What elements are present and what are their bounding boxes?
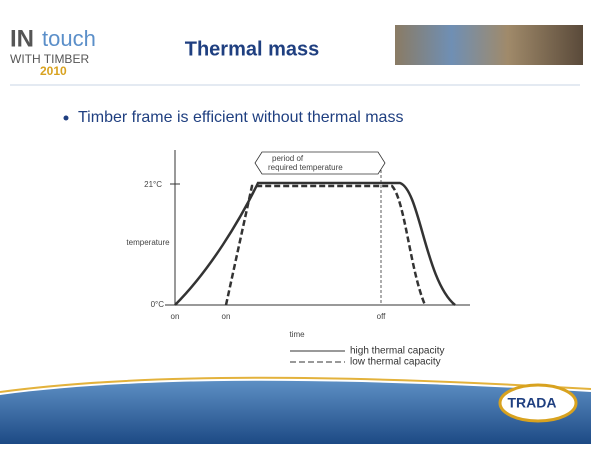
footer-wave — [0, 380, 591, 444]
logo-touch: touch — [42, 26, 96, 51]
high-capacity-curve — [174, 181, 456, 306]
photo-strip — [395, 25, 583, 65]
bullet-text: Timber frame is efficient without therma… — [78, 109, 403, 126]
period-text: period of — [272, 154, 304, 163]
y-label: temperature — [126, 238, 170, 247]
trada-logo — [498, 383, 578, 423]
x-on: on — [222, 312, 231, 321]
x-on: on — [171, 312, 180, 321]
footer-line — [0, 376, 591, 393]
trada-text: TRADA — [508, 395, 557, 411]
logo-year: 2010 — [40, 64, 67, 78]
legend-text: low thermal capacity — [350, 357, 441, 368]
x-off: off — [377, 312, 387, 321]
low-temp: 0°C — [151, 300, 165, 309]
diagram — [165, 150, 470, 363]
logo-with: WITH TIMBER — [10, 52, 89, 66]
legend-text: high thermal capacity — [350, 346, 445, 357]
low-capacity-curve — [224, 184, 427, 306]
x-label: time — [289, 330, 305, 339]
title: Thermal mass — [185, 38, 320, 60]
bullet-dot — [63, 115, 69, 121]
period-bracket — [254, 151, 386, 175]
logo-in: IN — [10, 25, 34, 52]
high-temp: 21°C — [144, 180, 162, 189]
period-text: required temperature — [268, 163, 343, 172]
